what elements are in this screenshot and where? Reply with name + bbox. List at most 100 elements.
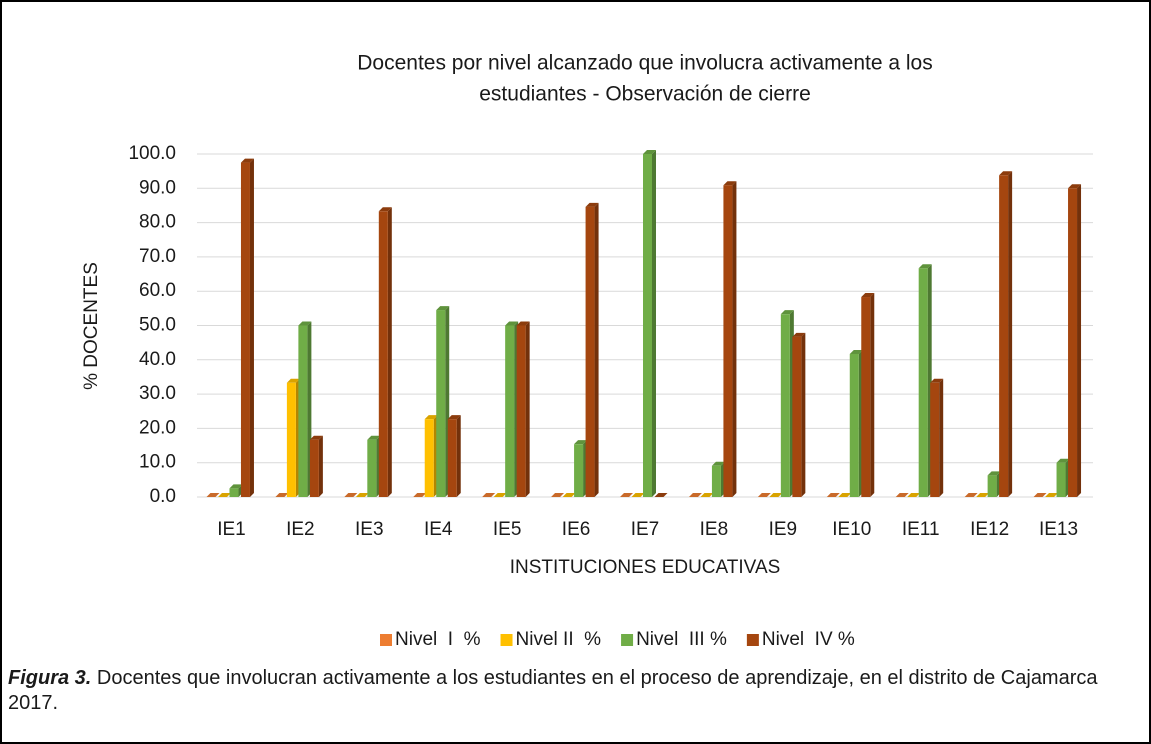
bar-top (780, 310, 794, 315)
bar-top (309, 435, 323, 440)
bar-top (895, 493, 909, 497)
bar (240, 162, 250, 497)
bar-top (757, 493, 771, 497)
bar-top (907, 493, 921, 497)
x-tick-label: IE2 (286, 519, 315, 540)
y-tick-label: 20.0 (139, 417, 176, 438)
bar-top (1068, 184, 1082, 189)
x-tick-label: IE8 (700, 519, 729, 540)
bar-top (1056, 458, 1070, 463)
bar-top (999, 171, 1013, 176)
legend-label: Nivel I % (395, 629, 481, 650)
bar-top (505, 321, 519, 326)
bar (378, 211, 388, 497)
bar-side (318, 435, 323, 497)
bar-side (1008, 171, 1013, 498)
bar (516, 325, 526, 497)
bar-top (620, 493, 633, 497)
bar-side (525, 321, 530, 497)
bar (780, 314, 790, 497)
y-axis-label: % DOCENTES (81, 262, 102, 390)
bar-top (482, 493, 496, 497)
legend-swatch (500, 634, 513, 646)
chart-title: estudiantes - Observación de cierre (479, 83, 811, 106)
bar-top (413, 493, 427, 497)
bar-top (654, 493, 668, 497)
bar (367, 439, 377, 497)
y-tick-label: 50.0 (139, 315, 176, 336)
bar-top (275, 493, 289, 497)
x-tick-label: IE6 (562, 519, 591, 540)
bar-side (939, 378, 944, 497)
bar-top (436, 306, 450, 311)
y-tick-label: 80.0 (139, 212, 176, 233)
legend-swatch (746, 634, 759, 646)
x-tick-label: IE3 (355, 519, 384, 540)
bar-top (574, 440, 588, 445)
bar-top (849, 349, 863, 354)
legend-label: Nivel III % (636, 629, 727, 650)
bar-top (551, 493, 565, 497)
bar-side (249, 158, 254, 497)
y-tick-label: 40.0 (139, 349, 176, 370)
bar-top (378, 207, 392, 212)
bar-top (964, 493, 978, 497)
bar (918, 268, 928, 497)
bar-top (516, 321, 530, 326)
bar-side (1077, 184, 1082, 498)
legend-swatch (621, 634, 634, 646)
y-tick-label: 10.0 (139, 452, 176, 473)
legend-swatch (380, 634, 392, 646)
caption-text: Docentes que involucran activamente a lo… (8, 667, 1098, 714)
x-tick-label: IE7 (631, 519, 660, 540)
bar-side (456, 415, 461, 497)
bar-top (286, 378, 300, 383)
y-tick-label: 60.0 (139, 280, 176, 301)
bar-top (711, 461, 725, 466)
bar-top (1033, 493, 1047, 497)
bar-top (217, 493, 231, 497)
bar-side (870, 293, 875, 497)
bar (436, 310, 446, 497)
bar-top (424, 415, 438, 420)
y-tick-label: 0.0 (150, 486, 176, 507)
bar-top (688, 493, 702, 497)
x-tick-label: IE10 (832, 519, 871, 540)
bar (987, 475, 997, 497)
x-tick-label: IE5 (493, 519, 522, 540)
bar-top (229, 484, 243, 489)
x-tick-label: IE9 (769, 519, 798, 540)
bar (447, 419, 457, 497)
bar (643, 154, 652, 497)
bar-top (987, 471, 1001, 476)
bar-top (643, 150, 656, 154)
bar-top (918, 264, 932, 269)
bar-top (792, 332, 806, 337)
bar (505, 325, 515, 497)
bar-top (367, 435, 381, 440)
chart-title: Docentes por nivel alcanzado que involuc… (357, 52, 933, 75)
bar-top (769, 493, 783, 497)
bar (711, 465, 721, 497)
bar (229, 488, 239, 497)
bar-top (1045, 493, 1059, 497)
bar-top (344, 493, 358, 497)
bar (424, 419, 434, 497)
bar-side (652, 150, 656, 497)
y-tick-label: 90.0 (139, 177, 176, 198)
bar-top (562, 493, 576, 497)
x-tick-label: IE13 (1039, 519, 1078, 540)
y-tick-label: 30.0 (139, 383, 176, 404)
bar-top (723, 181, 737, 186)
bar (861, 297, 871, 497)
bar-top (298, 321, 312, 326)
x-tick-label: IE11 (902, 519, 940, 540)
bar (723, 185, 733, 497)
bar (309, 439, 319, 497)
y-tick-label: 70.0 (139, 246, 176, 267)
bar-top (930, 378, 944, 383)
bar-side (801, 332, 806, 497)
bar (298, 325, 308, 497)
